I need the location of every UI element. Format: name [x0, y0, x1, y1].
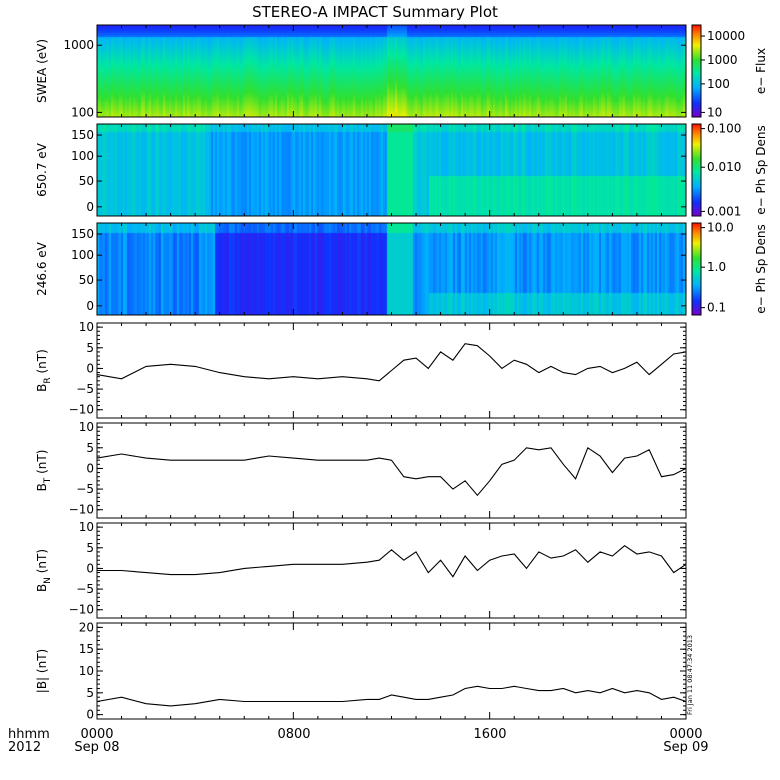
series-line-6	[96, 685, 687, 707]
y-tick-label-4-1: 5	[86, 441, 94, 455]
y-tick-label-4-0: 10	[79, 420, 94, 434]
panel-frame-5	[96, 522, 687, 619]
y-tick-label-6-4: 0	[86, 708, 94, 722]
series-line-3	[96, 343, 687, 382]
y-tick-label-3-2: 0	[86, 361, 94, 375]
colorbar-label-2: e− Ph Sp Dens	[754, 224, 768, 313]
panel-frame-6	[96, 622, 687, 720]
y-axis-label-2: 246.6 eV	[35, 241, 49, 296]
colorbar-0	[691, 24, 702, 118]
colorbar-tick-label-0-2: 100	[707, 77, 730, 91]
y-tick-label-5-1: 5	[86, 541, 94, 555]
y-tick-label-6-3: 5	[86, 686, 94, 700]
y-tick-label-1-1: 100	[71, 149, 94, 163]
y-tick-label-5-0: 10	[79, 520, 94, 534]
y-tick-label-6-0: 20	[79, 620, 94, 634]
y-axis-label-6: |B| (nT)	[35, 649, 49, 693]
y-tick-label-4-2: 0	[86, 461, 94, 475]
y-tick-label-6-1: 15	[79, 642, 94, 656]
y-tick-label-2-0: 150	[71, 227, 94, 241]
series-line-4	[96, 446, 687, 497]
footer-hhmm: hhmm	[8, 727, 50, 742]
y-tick-label-2-3: 0	[86, 299, 94, 313]
timestamp-stamp: Fri Jan 11 08:47:34 2013	[686, 635, 694, 715]
colorbar-2	[691, 222, 702, 316]
y-tick-label-2-1: 100	[71, 248, 94, 262]
y-tick-label-0-0: 1000	[63, 38, 94, 52]
spectrogram-0	[97, 25, 686, 117]
colorbar-tick-label-0-3: 10	[707, 105, 722, 119]
y-tick-label-4-4: −10	[69, 503, 94, 517]
colorbar-tick-label-1-0: 0.100	[707, 122, 741, 136]
colorbar-tick-label-2-1: 1.0	[707, 260, 726, 274]
plot-title: STEREO-A IMPACT Summary Plot	[252, 3, 498, 21]
colorbar-tick-label-0-1: 1000	[707, 53, 738, 67]
colorbar-label-1: e− Ph Sp Dens	[754, 125, 768, 214]
x-date-label-start: Sep 08	[74, 740, 119, 755]
x-date-label-end: Sep 09	[663, 740, 708, 755]
x-tick-label-3: 0000	[669, 727, 702, 742]
y-tick-label-3-1: 5	[86, 341, 94, 355]
colorbar-1	[691, 123, 702, 217]
colorbar-tick-label-1-1: 0.010	[707, 160, 741, 174]
y-axis-label-4: BT (nT)	[35, 450, 53, 492]
x-tick-label-0: 0000	[80, 727, 113, 742]
y-axis-label-3: BR (nT)	[35, 349, 53, 392]
y-tick-label-2-2: 50	[79, 273, 94, 287]
y-tick-label-5-3: −5	[76, 582, 94, 596]
y-tick-label-3-0: 10	[79, 320, 94, 334]
colorbar-tick-label-1-2: 0.001	[707, 204, 741, 218]
y-axis-label-5: BN (nT)	[35, 549, 53, 592]
y-tick-label-1-2: 50	[79, 174, 94, 188]
panel-frame-4	[96, 422, 687, 519]
colorbar-tick-label-0-0: 10000	[707, 29, 745, 43]
y-axis-label-0: SWEA (eV)	[35, 39, 49, 103]
colorbar-tick-label-2-2: 0.1	[707, 301, 726, 315]
colorbar-tick-label-2-0: 10.0	[707, 221, 734, 235]
x-tick-label-1: 0800	[277, 727, 310, 742]
x-tick-label-2: 1600	[473, 727, 506, 742]
spectrogram-1	[97, 124, 686, 216]
series-line-5	[97, 545, 687, 578]
y-axis-label-1: 650.7 eV	[35, 142, 49, 197]
y-tick-label-4-3: −5	[76, 482, 94, 496]
y-tick-label-6-2: 10	[79, 664, 94, 678]
colorbar-label-0: e− Flux	[754, 48, 768, 94]
y-tick-label-5-4: −10	[69, 603, 94, 617]
y-tick-label-5-2: 0	[86, 561, 94, 575]
y-tick-label-1-0: 150	[71, 128, 94, 142]
y-tick-label-0-1: 100	[71, 105, 94, 119]
spectrogram-2	[97, 223, 686, 315]
y-tick-label-1-3: 0	[86, 200, 94, 214]
y-tick-label-3-4: −10	[69, 403, 94, 417]
y-tick-label-3-3: −5	[76, 382, 94, 396]
footer-year: 2012	[8, 740, 41, 755]
